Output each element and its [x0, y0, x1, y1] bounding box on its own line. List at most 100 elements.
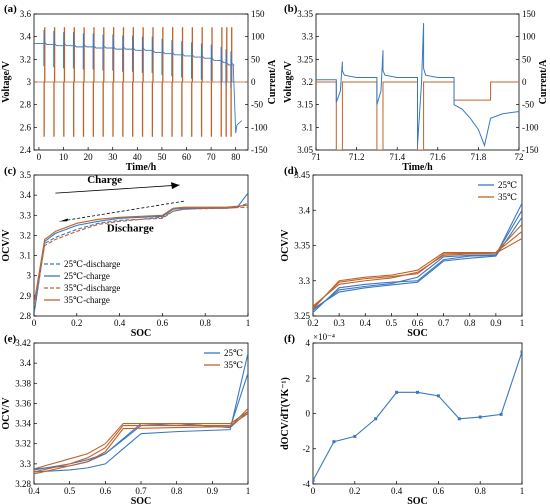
charge-arrow-head [170, 182, 180, 190]
x-tick-label: 30 [108, 152, 118, 162]
panel-label: (c) [4, 165, 17, 177]
x-tick-label: 0.6 [433, 486, 445, 496]
y-axis-label: OCV/V [1, 397, 12, 430]
y-tick-label: 3.3 [20, 459, 32, 469]
y-tick-label: 3.38 [15, 378, 31, 388]
y-tick-label: 3.3 [20, 210, 32, 220]
plot-area [34, 352, 248, 475]
y-tick-label: 3.4 [20, 32, 32, 42]
x-tick-label: 0.2 [349, 486, 360, 496]
x-tick-label: 60 [182, 152, 192, 162]
y-tick-label: -4 [303, 479, 311, 489]
x-axis-label: SOC [131, 496, 152, 504]
x-tick-label: 0.6 [412, 318, 424, 328]
plot-frame [312, 174, 523, 317]
y-tick-label: 3.4 [299, 205, 311, 215]
y-tick-label: 2.6 [20, 122, 32, 132]
panel-3: (d) 0.2 0.3 0.4 0.5 0.6 0.7 0.8 0.9 1 3.25 3.3 3.35 3… [280, 165, 524, 339]
legend-label-3: 35℃-charge [64, 295, 110, 305]
legend-label-0: 25℃ [498, 180, 517, 190]
y-tick-label: 4 [306, 338, 311, 348]
y-axis-label: Voltage/V [283, 60, 294, 103]
data-point-4 [395, 390, 399, 394]
plot-area [34, 27, 248, 137]
y-tick-label: 3.42 [15, 338, 31, 348]
y2-tick-label: 50 [522, 54, 532, 64]
series-line-1 [34, 373, 248, 470]
x-tick-label: 0.4 [391, 486, 403, 496]
y-tick-label: 2.4 [20, 145, 32, 155]
x-tick-label: 80 [231, 152, 241, 162]
data-point-5 [416, 390, 419, 394]
x-tick-label: 72 [515, 152, 524, 162]
panel-0: (a) 0 10 20 30 40 50 60 70 80 2.4 2.6 2.8 3 3.2 3.4 3.6 -… [1, 3, 278, 173]
y-tick-label: 3.2 [20, 230, 31, 240]
series-line-1 [313, 209, 522, 311]
y2-axis-label: Current/A [538, 59, 549, 105]
y-tick-label: 3.28 [15, 479, 31, 489]
panel-1: (b) 71 71.2 71.4 71.6 71.8 72 3.05 3.1 3.15 3.2 3.2… [283, 3, 549, 173]
x-tick-label: 0.2 [307, 318, 318, 328]
legend-label-2: 35℃-discharge [64, 283, 120, 293]
x-tick-label: 0.4 [28, 486, 40, 496]
plot-area [316, 23, 519, 150]
panel-label: (f) [284, 333, 295, 345]
x-tick-label: 1 [246, 486, 251, 496]
series-line-3 [34, 411, 248, 470]
data-point-7 [457, 417, 461, 421]
x-tick-label: 0.9 [207, 486, 219, 496]
legend-label-1: 35℃ [498, 192, 517, 202]
x-tick-label: 0.3 [334, 318, 346, 328]
y2-tick-label: -100 [522, 122, 539, 132]
y2-tick-label: -150 [522, 145, 539, 155]
y2-tick-label: -50 [251, 100, 263, 110]
series-line-0 [313, 351, 522, 481]
y2-tick-label: 150 [251, 9, 265, 19]
plot-frame [312, 342, 523, 485]
series-line-3 [34, 204, 248, 305]
y-tick-label: 3.05 [297, 145, 313, 155]
y2-tick-label: 0 [251, 77, 256, 87]
x-tick-label: 50 [157, 152, 167, 162]
x-tick-label: 0.9 [490, 318, 502, 328]
x-tick-label: 0 [311, 486, 316, 496]
x-tick-label: 40 [133, 152, 143, 162]
y-axis-label: OCV/V [1, 229, 12, 262]
series-line-4 [313, 230, 522, 308]
legend-label-0: 25℃ [224, 348, 243, 358]
plot-area [313, 202, 522, 313]
x-tick-label: 0.7 [438, 318, 450, 328]
y-tick-label: 2.9 [20, 291, 32, 301]
y-tick-label: 3.1 [302, 122, 313, 132]
y-tick-label: 3.3 [302, 32, 314, 42]
x-tick-label: 71.4 [389, 152, 405, 162]
y-tick-label: 3.25 [297, 54, 313, 64]
y2-tick-label: -100 [251, 122, 268, 132]
y-tick-label: 0 [306, 409, 311, 419]
plot-frame [33, 174, 249, 317]
x-tick-label: 0.8 [464, 318, 476, 328]
x-axis-label: Time/h [126, 162, 157, 173]
x-tick-label: 0.5 [386, 318, 398, 328]
series-line-5 [313, 237, 522, 307]
y-tick-label: 3.35 [297, 9, 313, 19]
x-tick-label: 0.6 [157, 318, 169, 328]
data-point-0 [313, 478, 315, 482]
y-tick-label: 3 [27, 77, 32, 87]
x-tick-label: 1 [246, 318, 251, 328]
discharge-arrow-head [59, 218, 69, 222]
charge-annotation: Charge [87, 174, 122, 186]
data-point-8 [478, 415, 482, 419]
y-axis-label: OCV/V [280, 229, 291, 262]
y-tick-label: 3.2 [20, 54, 31, 64]
plot-area [34, 192, 248, 315]
data-point-2 [353, 434, 357, 438]
y-tick-label: 2.8 [20, 100, 32, 110]
legend-label-1: 35℃ [224, 360, 243, 370]
y2-tick-label: 50 [251, 54, 261, 64]
y-tick-label: 3.35 [294, 241, 310, 251]
y-tick-label: 3.5 [20, 170, 32, 180]
panel-label: (a) [4, 3, 17, 15]
data-point-6 [436, 394, 440, 398]
